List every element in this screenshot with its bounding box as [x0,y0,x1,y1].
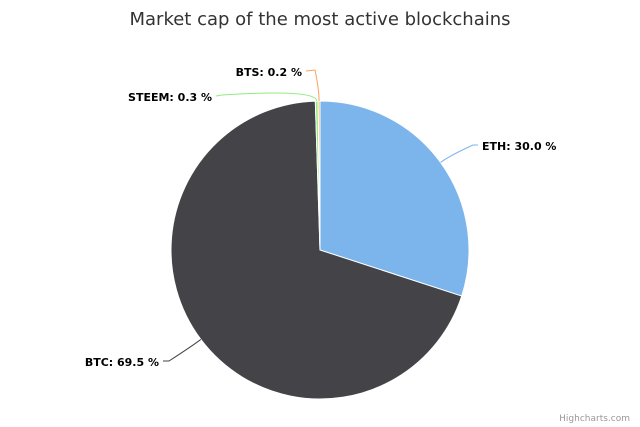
pie-slice-btc[interactable] [170,100,463,400]
data-label-eth: ETH: 30.0 % [482,140,556,153]
label-connectors [163,69,478,362]
data-labels: ETH: 30.0 % BTC: 69.5 % STEEM: 0.3 % BTS: 0… [85,66,557,369]
data-label-bts: BTS: 0.2 % [236,66,302,79]
pie-slices [170,100,470,400]
pie-slice-bts[interactable] [317,100,321,251]
connector-bts [305,69,320,102]
connector-eth [440,144,478,163]
data-label-steem: STEEM: 0.3 % [128,91,212,104]
data-label-btc: BTC: 69.5 % [85,356,159,369]
chart-title: Market cap of the most active blockchain… [129,9,510,30]
credits-link[interactable]: Highcharts.com [559,414,630,424]
connector-steem [215,92,318,102]
connector-btc [163,339,202,362]
